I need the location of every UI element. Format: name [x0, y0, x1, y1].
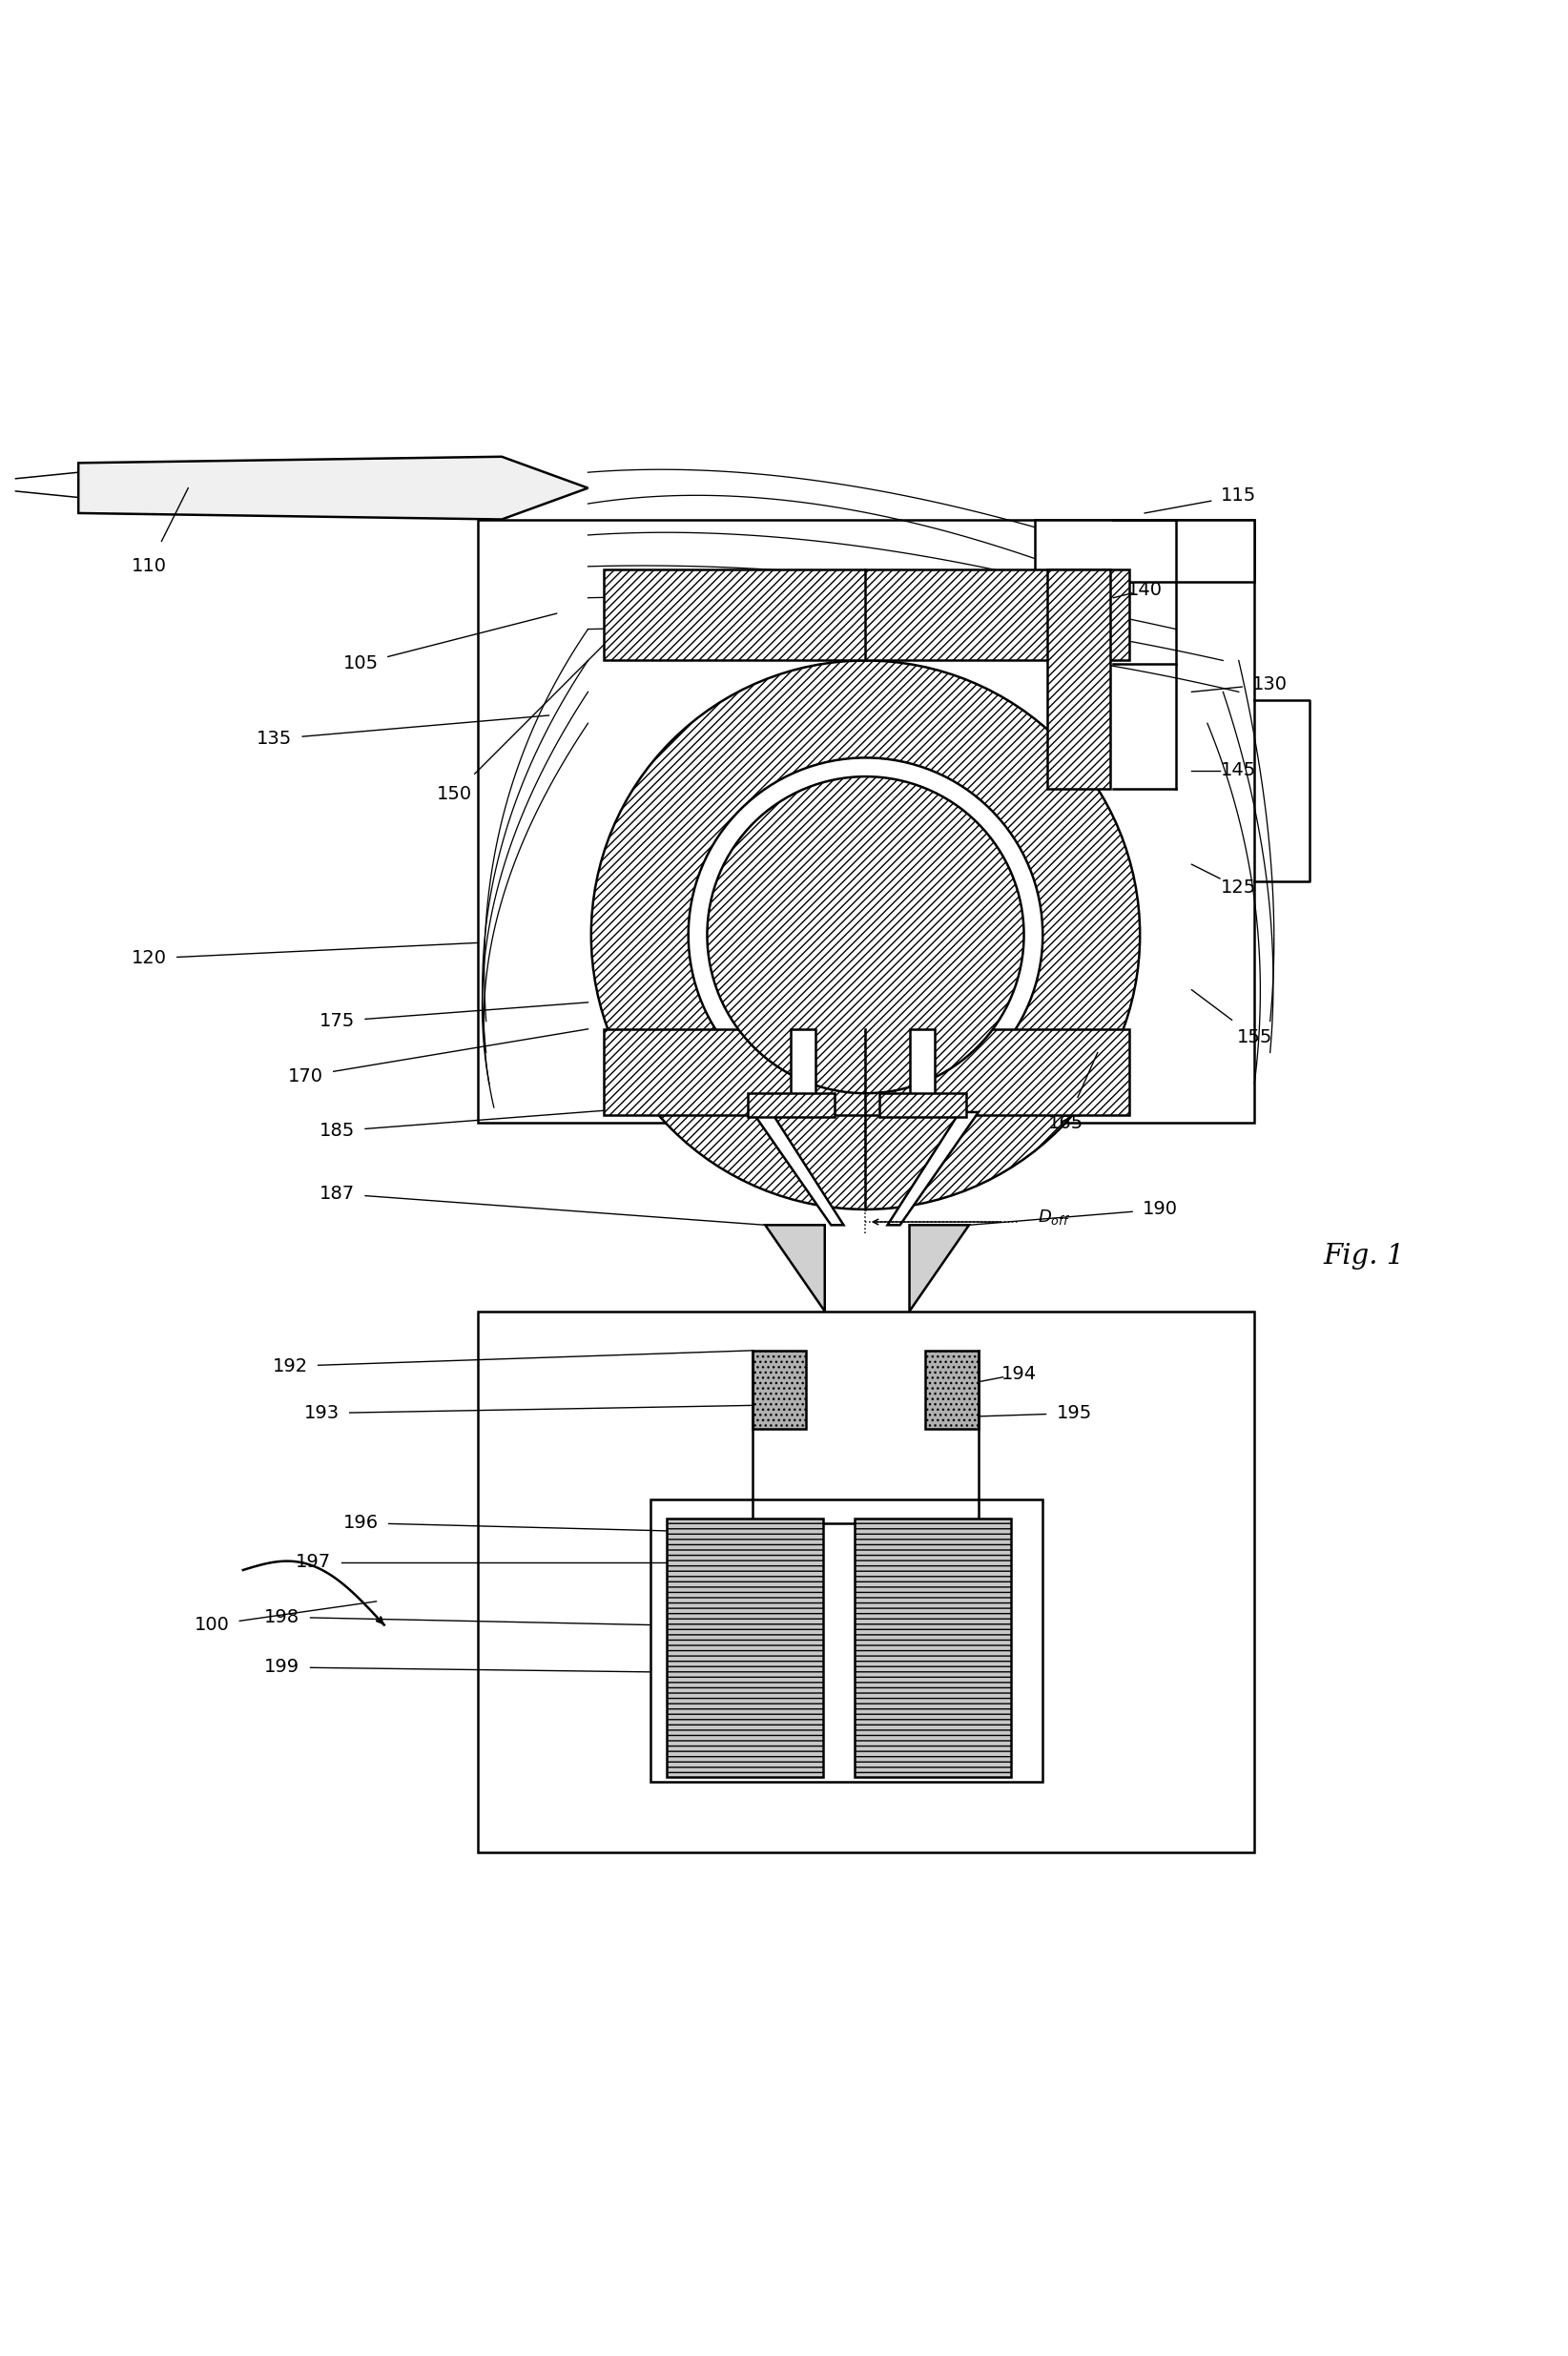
Text: $D_{off}$: $D_{off}$ — [1038, 1209, 1071, 1227]
Polygon shape — [909, 1225, 969, 1312]
Text: 135: 135 — [257, 730, 292, 747]
Text: 185: 185 — [320, 1121, 354, 1140]
Text: 150: 150 — [437, 785, 472, 803]
Bar — [651, 1498, 1043, 1781]
Polygon shape — [887, 1112, 978, 1225]
Text: 100: 100 — [194, 1616, 229, 1635]
Text: 198: 198 — [265, 1609, 299, 1626]
Bar — [855, 1517, 1011, 1776]
Text: 145: 145 — [1221, 761, 1256, 780]
Text: 194: 194 — [1002, 1364, 1036, 1383]
Bar — [604, 570, 1129, 660]
Text: 140: 140 — [1127, 582, 1162, 598]
Text: 115: 115 — [1221, 488, 1256, 504]
Text: 170: 170 — [289, 1067, 323, 1086]
Polygon shape — [753, 1112, 844, 1225]
Bar — [666, 1517, 823, 1776]
Text: 155: 155 — [1237, 1027, 1272, 1046]
Text: 190: 190 — [1143, 1199, 1178, 1218]
Text: Fig. 1: Fig. 1 — [1323, 1244, 1405, 1270]
Polygon shape — [765, 1225, 825, 1312]
Bar — [925, 1350, 978, 1428]
Bar — [880, 1093, 966, 1117]
Circle shape — [688, 759, 1043, 1112]
Text: 175: 175 — [320, 1013, 354, 1030]
Text: 193: 193 — [304, 1404, 339, 1423]
Text: 196: 196 — [343, 1515, 378, 1531]
Bar — [604, 1030, 1129, 1114]
Text: 199: 199 — [265, 1659, 299, 1677]
Bar — [478, 518, 1254, 1124]
Bar — [790, 1030, 815, 1114]
Circle shape — [707, 777, 1024, 1093]
Bar — [753, 1350, 806, 1428]
Text: 165: 165 — [1049, 1114, 1083, 1133]
Bar — [1035, 518, 1254, 582]
Bar — [478, 1312, 1254, 1852]
Text: 125: 125 — [1221, 879, 1256, 898]
Text: 130: 130 — [1253, 674, 1287, 693]
Text: 192: 192 — [273, 1357, 307, 1376]
Text: 187: 187 — [320, 1185, 354, 1204]
Text: 110: 110 — [132, 558, 166, 575]
Bar — [909, 1030, 935, 1114]
Text: 197: 197 — [296, 1553, 331, 1571]
Text: 195: 195 — [1057, 1404, 1091, 1423]
Polygon shape — [78, 457, 588, 518]
Bar — [1047, 570, 1110, 789]
Text: 120: 120 — [132, 949, 166, 968]
Text: 105: 105 — [343, 655, 378, 674]
Bar — [748, 1093, 834, 1117]
Circle shape — [591, 660, 1140, 1209]
